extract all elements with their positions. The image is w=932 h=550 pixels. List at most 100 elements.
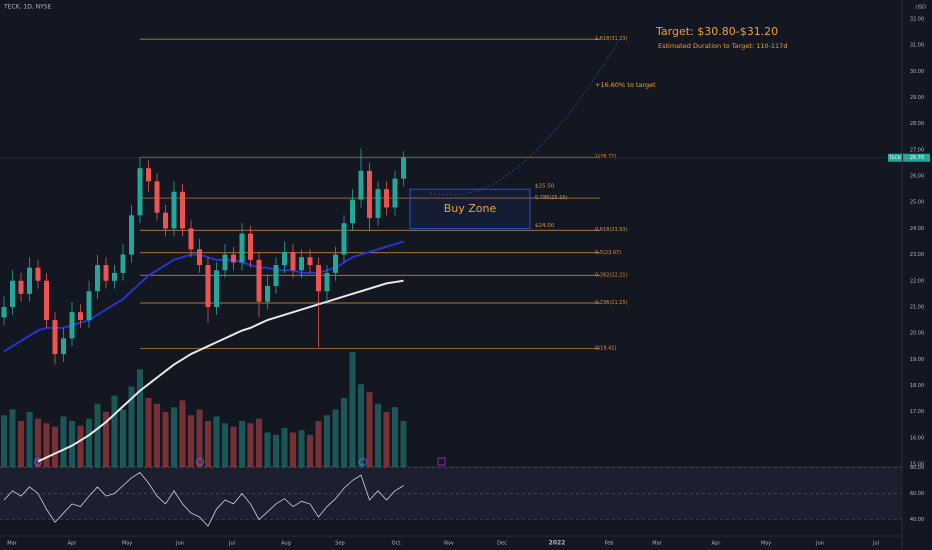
candle-body xyxy=(273,265,279,286)
candle-body xyxy=(222,254,228,271)
candle-body xyxy=(10,280,15,307)
x-tick-label: Nov xyxy=(444,541,454,547)
y-tick-label: 32.00 xyxy=(910,17,924,23)
fib-label: 1(26.72) xyxy=(595,154,616,160)
candle-body xyxy=(299,257,304,271)
candle-body xyxy=(78,312,83,321)
price-tag-value: 26.70 xyxy=(910,155,924,161)
candle-body xyxy=(324,272,330,292)
volume-bar xyxy=(188,415,194,467)
candle-body xyxy=(341,223,347,255)
volume-bar xyxy=(26,411,33,467)
fib-label: 0(19.41) xyxy=(595,346,616,352)
event-icon xyxy=(34,458,42,466)
fib-label: 0.786(25.16) xyxy=(535,195,568,201)
volume-bar xyxy=(298,430,305,467)
candle-body xyxy=(307,257,313,266)
y-tick-label: 26.00 xyxy=(910,174,924,180)
volume-bar xyxy=(60,416,67,467)
fib-label: 1.618(31.23) xyxy=(595,36,628,42)
volume-bar xyxy=(349,352,356,467)
volume-bar xyxy=(9,409,16,467)
y-tick-label: 25.00 xyxy=(910,200,924,206)
rsi-tick-label: 40.00 xyxy=(910,517,924,523)
candle-body xyxy=(27,267,32,294)
x-tick-label: Jul xyxy=(872,541,879,547)
candle-body xyxy=(231,254,236,263)
volume-bar xyxy=(307,434,313,467)
volume-bar xyxy=(264,432,271,467)
candle-body xyxy=(86,291,92,321)
volume-bar xyxy=(94,403,101,467)
candle-body xyxy=(112,272,117,281)
volume-bar xyxy=(69,421,75,467)
candle-body xyxy=(1,306,7,318)
candle-body xyxy=(375,189,381,218)
target-text: Target: $30.80-$31.20 xyxy=(655,25,778,38)
candle-body xyxy=(205,265,211,307)
fib-label: 0.5(23.07) xyxy=(595,250,621,256)
candle-body xyxy=(384,189,389,208)
candle-body xyxy=(316,265,321,292)
volume-bar xyxy=(18,421,24,467)
symbol-tag-text: TECK xyxy=(888,155,902,161)
candle-body xyxy=(103,265,109,281)
y-tick-label: 28.00 xyxy=(910,121,924,127)
buy-zone-label: Buy Zone xyxy=(444,202,497,215)
y-tick-label: 15.00 xyxy=(910,462,924,468)
x-tick-label: Mar xyxy=(7,541,17,547)
y-tick-label: 22.00 xyxy=(910,278,924,284)
x-tick-label: Mar xyxy=(652,541,662,547)
x-tick-label: Dec xyxy=(497,541,507,547)
volume-bar xyxy=(1,415,7,467)
volume-bar xyxy=(171,407,177,467)
volume-bar xyxy=(400,421,407,467)
candle-body xyxy=(367,170,372,218)
volume-bar xyxy=(341,398,347,467)
y-tick-label: 29.00 xyxy=(910,95,924,101)
candle-body xyxy=(358,170,364,200)
fib-label: 0.236(21.15) xyxy=(595,300,628,306)
volume-bar xyxy=(77,425,84,467)
y-tick-label: 16.00 xyxy=(910,435,924,441)
candle-body xyxy=(171,191,177,229)
volume-bar xyxy=(366,392,373,467)
candle-body xyxy=(350,199,355,224)
x-tick-label: Sep xyxy=(335,541,344,547)
x-tick-label: Apr xyxy=(712,541,722,547)
fib-label: 0.382(22.21) xyxy=(595,272,628,278)
y-tick-label: 17.00 xyxy=(910,409,924,415)
y-tick-label: 19.00 xyxy=(910,357,924,363)
event-icon xyxy=(196,458,204,466)
volume-bar xyxy=(145,398,152,467)
ma200-line xyxy=(37,279,404,463)
x-tick-label: Jul xyxy=(228,541,235,547)
volume-bar xyxy=(43,423,50,467)
volume-bar xyxy=(86,418,92,467)
candle-body xyxy=(146,168,151,182)
candle-body xyxy=(248,233,253,260)
y-tick-label: 18.00 xyxy=(910,383,924,389)
symbol-tag xyxy=(888,153,902,162)
zone-bottom-label: $24.00 xyxy=(535,223,555,229)
volume-bar xyxy=(230,426,237,467)
x-tick-label: May xyxy=(761,541,771,547)
volume-bar xyxy=(213,416,220,467)
x-tick-label: May xyxy=(122,541,132,547)
currency: USD xyxy=(915,5,926,11)
percent-text: +16.60% to target xyxy=(595,81,656,89)
volume-bar xyxy=(290,432,296,467)
price-tag xyxy=(903,153,930,162)
fib-label: 0.618(23.93) xyxy=(595,227,628,233)
candle-body xyxy=(95,265,100,292)
volume-bar xyxy=(179,400,186,467)
y-tick-label: 21.00 xyxy=(910,304,924,310)
volume-bar xyxy=(247,423,254,467)
duration-text: Estimated Duration to Target: 110-117d xyxy=(658,42,787,50)
x-tick-label: Oct xyxy=(392,541,401,547)
y-tick-label: 24.00 xyxy=(910,226,924,232)
candle-body xyxy=(52,320,58,355)
candle-body xyxy=(154,181,160,213)
candle-body xyxy=(35,267,41,281)
